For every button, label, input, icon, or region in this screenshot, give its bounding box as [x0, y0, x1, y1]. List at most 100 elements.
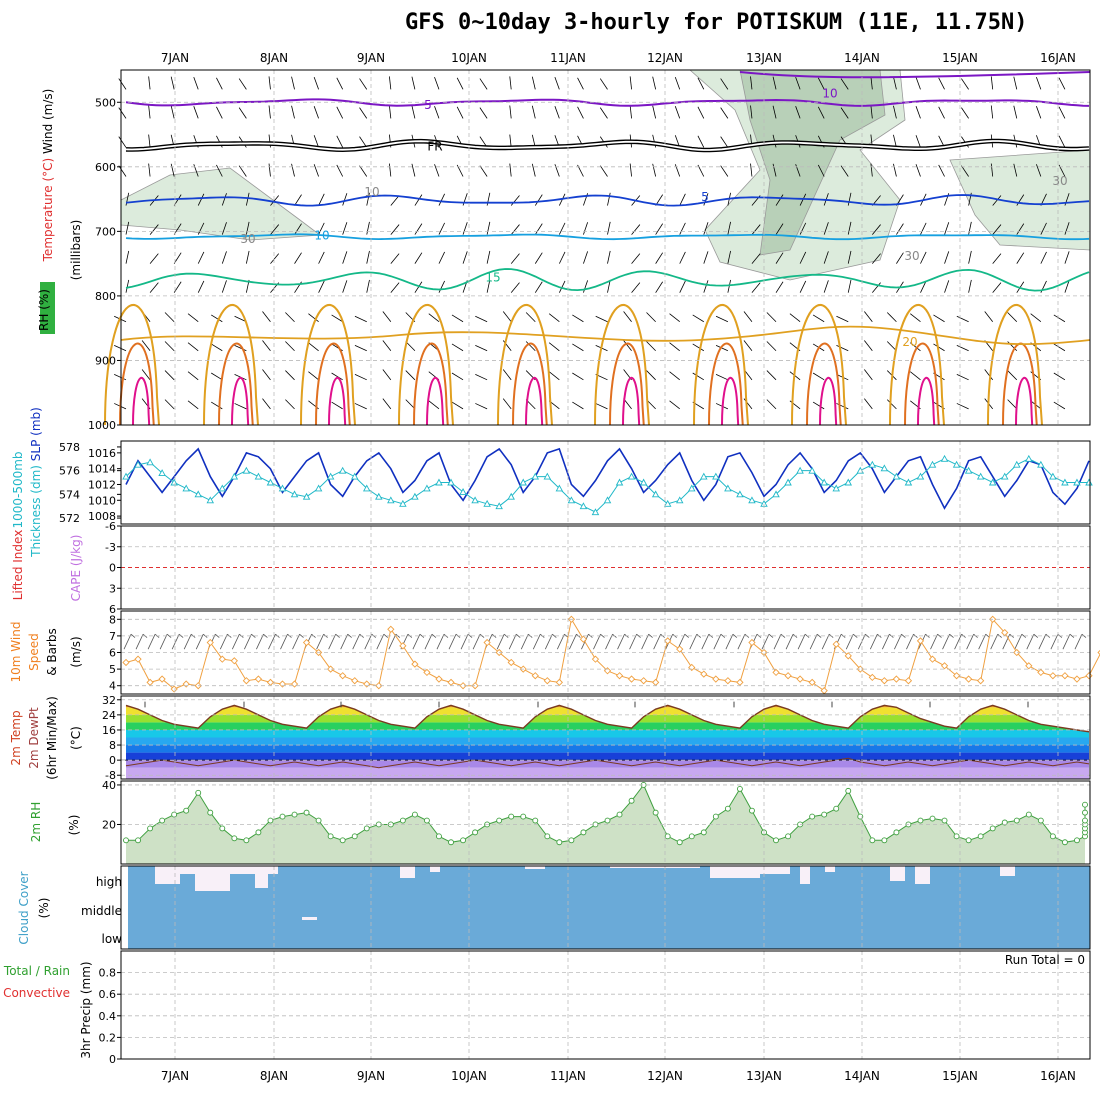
panel-frame-1 [120, 440, 1091, 525]
rh-point [1025, 811, 1032, 818]
day-label-top: 14JAN [844, 51, 880, 65]
precip-tick: 0.8 [99, 967, 117, 980]
cape-axis-label: CAPE (J/kg) [69, 535, 83, 602]
thickness-point [579, 502, 588, 510]
wind-speed-point [868, 673, 876, 682]
rh-point [917, 817, 924, 824]
wind-speed-point [230, 657, 238, 665]
wind-tick: 5 [109, 663, 116, 676]
cloud-gap [430, 866, 440, 872]
wind-speed-point [627, 675, 636, 683]
thickness-tick: 576 [59, 465, 80, 478]
wind-tick: 8 [109, 613, 116, 626]
temp-contour [203, 304, 259, 426]
wind10-axis-label: 10m Wind [9, 622, 23, 683]
rh-point [448, 839, 454, 846]
panel-bg-7 [121, 951, 1090, 1059]
thickness-point [447, 478, 455, 486]
pressure-tick: 800 [95, 290, 116, 303]
rh-point [724, 805, 731, 812]
isotherm-label: 15 [485, 271, 500, 285]
lifted-index-tick: -3 [105, 541, 116, 554]
thickness-point [748, 496, 756, 504]
rh-point [881, 837, 888, 844]
wind-speed-point [784, 672, 792, 680]
temp2m-axis-label: 2m Temp [9, 710, 23, 765]
rh-point [857, 813, 864, 820]
wind-speed-point [170, 685, 178, 693]
panel-bg-1 [121, 441, 1090, 524]
precip-tick: 0.6 [99, 988, 117, 1001]
rh-point [676, 839, 683, 846]
day-label-top: 10JAN [451, 51, 487, 65]
temp-contour [426, 377, 445, 426]
wind-speed-point [555, 678, 563, 687]
thickness-point [387, 496, 395, 504]
wind-speed-point [844, 652, 852, 660]
thickness-point [700, 472, 708, 480]
wind-speed-point [724, 677, 732, 685]
day-label-bottom: 15JAN [942, 1069, 978, 1083]
thickness-point [423, 484, 431, 492]
temp-tick: 24 [102, 709, 116, 722]
temp-tick: 0 [109, 754, 116, 767]
day-label-top: 11JAN [550, 51, 586, 65]
thickness-point [218, 484, 227, 492]
thickness-point [1049, 472, 1057, 480]
wind-speed-point [832, 640, 840, 648]
rh-point [303, 809, 310, 816]
cloud-gap [800, 866, 810, 884]
wind-speed-point [977, 677, 985, 685]
thickness-point [976, 472, 985, 480]
slp-tick: 1010 [88, 494, 116, 507]
wind-speed-point [351, 677, 359, 685]
thickness-point [988, 478, 997, 486]
thickness-tick: 572 [59, 512, 80, 525]
precip-total-label: Total / Rain [3, 964, 70, 978]
day-label-top: 15JAN [942, 51, 978, 65]
wind-speed-point [892, 675, 901, 683]
temp-band [126, 760, 1089, 768]
rh-point [616, 811, 623, 818]
temp-contour [497, 304, 553, 426]
thickness-point [1061, 478, 1069, 486]
thickness-point [158, 469, 166, 476]
rh2m-axis-label: 2m RH [29, 802, 43, 843]
isotherm-label: 10 [314, 229, 329, 243]
thickness-point [952, 460, 961, 468]
cloud-gap [915, 866, 930, 884]
wind-speed-point [411, 660, 419, 668]
rh-point [568, 837, 575, 844]
thickness-point [230, 472, 239, 480]
panel-frame-6 [120, 865, 1091, 950]
day-label-bottom: 8JAN [260, 1069, 288, 1083]
cloud-gap [268, 866, 278, 874]
pressure-tick: 900 [95, 354, 116, 367]
temp-contour [987, 304, 1043, 426]
isotherm-5 [125, 194, 1090, 207]
thickness-point [651, 490, 660, 498]
thickness-point [483, 499, 491, 507]
rh-point [207, 809, 214, 816]
rh-region [739, 69, 886, 256]
precip-axis-label: 3hr Precip (mm) [79, 961, 93, 1058]
thickness-point [916, 472, 925, 480]
temp-contour [132, 377, 151, 426]
rh-point [1061, 839, 1068, 846]
rh-point [1001, 819, 1008, 826]
precip-tick: 0.4 [99, 1010, 117, 1023]
pressure-axis-label: (millibars) [69, 220, 83, 281]
wind-speed-point [712, 675, 720, 683]
rh-contour-label: 10 [364, 185, 379, 199]
slp-axis-label: Thickness (dm) SLP (mb) [29, 407, 43, 558]
thickness-point [904, 478, 913, 486]
page-title: GFS 0~10day 3-hourly for POTISKUM (11E, … [405, 10, 1028, 35]
day-label-top: 9JAN [357, 51, 385, 65]
thickness-point [1037, 460, 1045, 468]
day-label-bottom: 9JAN [357, 1069, 385, 1083]
day-label-top: 7JAN [161, 51, 189, 65]
isotherm-10 [125, 233, 1090, 241]
thickness-point [844, 478, 853, 486]
thickness-point [928, 460, 937, 468]
thickness-point [639, 478, 648, 486]
